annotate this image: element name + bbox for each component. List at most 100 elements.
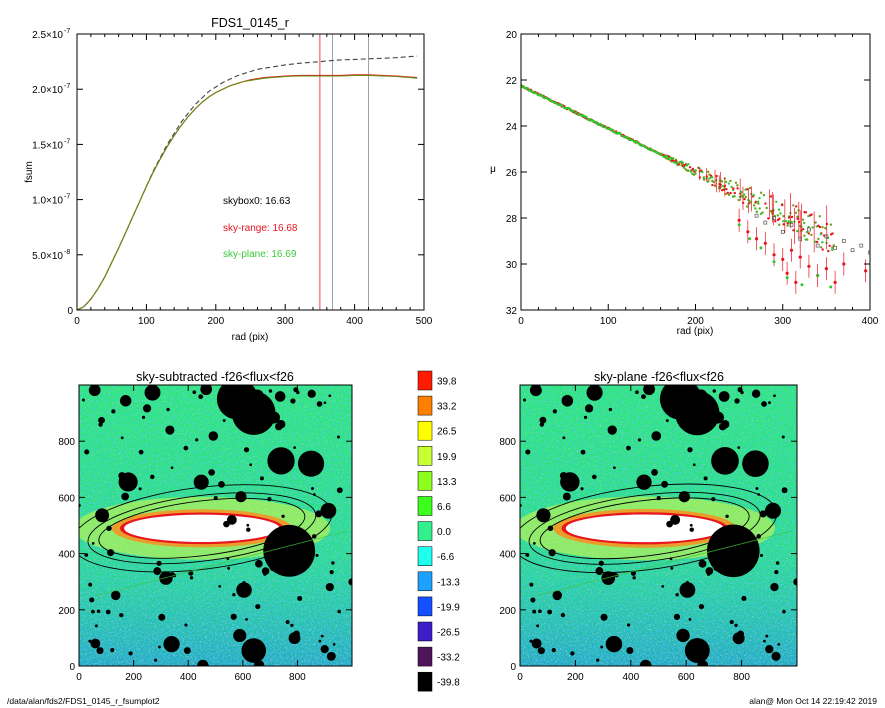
profile-point-red xyxy=(789,248,794,252)
annotation-sky-range: sky-range: 16.68 xyxy=(223,223,298,234)
profile-point-grey xyxy=(815,243,820,248)
masked-star xyxy=(267,447,295,475)
masked-star xyxy=(200,385,213,396)
profile-point xyxy=(636,141,640,144)
masked-star xyxy=(218,480,225,488)
y-tick-exponent: -7 xyxy=(64,83,70,90)
profile-point xyxy=(801,227,805,231)
masked-star xyxy=(320,634,324,638)
masked-star xyxy=(159,571,173,585)
masked-star xyxy=(670,514,681,525)
profile-point xyxy=(796,217,799,220)
profile-point-red xyxy=(864,269,868,273)
growth-curve-series xyxy=(77,74,418,310)
masked-star xyxy=(600,613,608,621)
profile-point xyxy=(736,184,739,187)
profile-point xyxy=(762,193,766,197)
profile-point xyxy=(720,180,724,183)
masked-star xyxy=(670,407,678,415)
masked-star xyxy=(711,447,739,475)
masked-star xyxy=(607,425,617,435)
masked-star xyxy=(110,590,121,601)
growth-curve-panel: FDS1_0145_r 0 100 200 300 400 500 0 5.0×10 -8 1.0… xyxy=(24,16,433,343)
aperture-ellipse xyxy=(520,483,778,574)
y-tick-label: 400 xyxy=(499,550,516,561)
masked-star xyxy=(626,647,634,655)
masked-star xyxy=(285,619,290,625)
masked-star xyxy=(559,472,568,480)
profile-point xyxy=(743,197,746,201)
profile-point-red xyxy=(754,237,759,241)
x-tick-label: 100 xyxy=(138,316,155,327)
major-axis-line xyxy=(95,530,347,597)
masked-star xyxy=(737,630,745,638)
y-tick-label: 20 xyxy=(506,30,518,41)
masked-star xyxy=(718,391,730,402)
masked-star xyxy=(613,466,616,470)
masked-star xyxy=(720,419,730,429)
profile-point-green xyxy=(772,260,776,264)
profile-point xyxy=(732,187,735,190)
masked-star xyxy=(735,558,745,568)
profile-point xyxy=(818,215,821,218)
masked-star xyxy=(138,487,142,491)
masked-star xyxy=(120,436,124,440)
profile-point xyxy=(689,170,693,174)
y-tick-label: 400 xyxy=(58,550,75,561)
profile-point xyxy=(729,191,732,195)
aperture-ellipse xyxy=(528,491,761,565)
annotation-sky-plane: sky-plane: 16.69 xyxy=(223,249,297,260)
y-tick-exponent: -8 xyxy=(64,249,70,256)
masked-star xyxy=(712,389,717,393)
profile-point xyxy=(782,214,785,218)
masked-star xyxy=(676,628,690,643)
colorbar: 39.8 33.2 26.5 19.9 13.3 6.6 0.0 -6.6 -13.3 -19.9… xyxy=(417,370,460,692)
masked-star xyxy=(165,425,175,435)
masked-star xyxy=(243,447,250,453)
masked-star xyxy=(242,580,246,584)
colorbar-swatch xyxy=(417,571,433,592)
masked-star xyxy=(532,609,537,614)
masked-star xyxy=(267,497,272,502)
profile-point xyxy=(736,187,739,190)
profile-point xyxy=(742,193,746,196)
masked-star xyxy=(529,582,534,587)
profile-point xyxy=(761,211,764,214)
masked-star xyxy=(153,567,162,575)
masked-star xyxy=(688,617,692,621)
masked-star xyxy=(651,469,658,476)
masked-star xyxy=(245,618,248,621)
profile-point xyxy=(727,182,731,185)
annotation-skybox0: skybox0: 16.63 xyxy=(223,196,291,207)
profile-point-grey xyxy=(789,223,794,227)
profile-point xyxy=(688,165,692,169)
profile-point xyxy=(821,241,824,244)
profile-point xyxy=(814,240,817,243)
x-tick-label: 400 xyxy=(346,316,363,327)
masked-star xyxy=(268,411,281,424)
masked-star xyxy=(328,394,332,398)
masked-star xyxy=(241,638,267,663)
y-tick-label: 22 xyxy=(506,76,518,87)
masked-star xyxy=(329,570,334,575)
profile-point xyxy=(790,220,793,224)
masked-star xyxy=(315,510,323,518)
masked-star xyxy=(755,486,759,490)
profile-point xyxy=(726,191,729,195)
profile-point xyxy=(746,187,749,191)
masked-star xyxy=(192,390,197,395)
profile-point xyxy=(778,217,781,220)
masked-star xyxy=(84,449,90,455)
x-tick-label: 600 xyxy=(234,672,251,683)
x-tick-label: 200 xyxy=(207,316,224,327)
masked-star xyxy=(770,582,779,592)
colorbar-label: 13.3 xyxy=(437,477,457,488)
profile-point xyxy=(765,206,768,210)
masked-star xyxy=(538,609,542,614)
y-tick-label: 800 xyxy=(58,437,75,448)
masked-star xyxy=(763,639,766,643)
colorbar-swatch xyxy=(417,496,433,516)
colorbar-label: 6.6 xyxy=(437,502,451,513)
profile-point xyxy=(814,221,817,224)
colorbar-label: -13.3 xyxy=(437,577,460,588)
